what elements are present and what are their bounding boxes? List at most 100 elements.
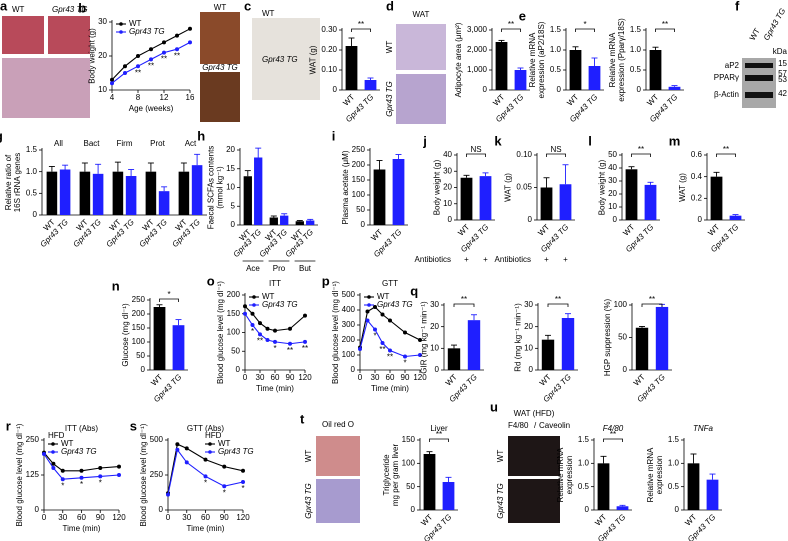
blot-band [745,75,773,81]
legend-marker [367,295,371,299]
point [175,33,179,38]
series-line [167,443,244,494]
y-tick-label: 0.10 [516,150,532,159]
point [222,484,227,489]
x-axis-label: Time (min) [187,524,225,533]
x-tick-label: 60 [201,513,210,522]
image-panel [200,72,240,122]
y-axis-label: Blood glucose level (mg dl⁻¹) [15,423,24,526]
point [184,460,189,465]
bar [373,169,386,225]
panel-letter: o [207,273,215,288]
point [149,47,153,52]
point [175,447,180,452]
point [380,312,385,317]
y-tick-label: 100 [342,350,356,359]
image-label: Gpr43 TG [496,483,505,519]
x-axis-label: Time (min) [256,384,294,393]
significance-label: NS [470,145,481,154]
y-tick-label: 200 [132,309,146,318]
y-axis-label: 16S rRNA genes [13,153,22,213]
y-tick-label: 0 [361,220,366,229]
legend-title: HFD [205,431,222,440]
x-tick-label: 0 [166,513,171,522]
y-tick-label: 0.30 [321,25,337,34]
y-tick-label: 0.2 [691,193,703,202]
point [117,464,121,469]
point [203,474,208,479]
bar [79,171,91,215]
image-label: WAT [413,10,430,19]
x-tick-label: 8 [136,93,141,102]
point [250,311,255,316]
bar [687,463,700,510]
y-tick-label: 0 [637,85,642,94]
significance-label: ** [461,295,467,304]
image-panel [48,16,90,54]
image-panel [316,436,360,476]
y-tick-label: 20 [226,145,235,154]
y-tick-label: 2,000 [467,45,488,54]
significance-bracket [603,438,623,442]
panel-letter: m [669,133,681,148]
y-axis-label: Faecal SCFAs contents [206,146,215,230]
y-tick-label: 50 [608,150,617,159]
y-tick-label: 10 [98,85,107,94]
y-axis-label: Triglyceride [382,454,391,496]
panel-letter: f [735,0,740,13]
y-tick-label: 10 [430,343,439,352]
point [51,466,56,470]
y-tick-label: 1.0 [26,167,38,176]
y-tick-label: 0 [675,505,680,514]
y-axis-label: Glucose (mg dl⁻¹) [121,303,130,367]
y-tick-label: 0 [585,505,590,514]
y-tick-label: 50 [406,482,415,491]
bar [178,171,190,215]
point [149,57,153,62]
y-tick-label: 250 [150,470,164,479]
y-tick-label: 125 [26,470,40,479]
significance-label: * [223,488,226,497]
legend-label: Gpr43 TG [377,300,413,309]
significance-bracket [575,28,595,32]
category-label: Bact [83,139,100,148]
chart-title: ITT (Abs) [65,424,99,433]
point [258,332,262,337]
y-axis-label: Blood glucose level (mg dl⁻¹) [139,423,148,526]
point [188,40,192,45]
y-tick-label: 1.0 [550,45,562,54]
significance-bracket [453,303,475,307]
x-tick-label: 90 [401,373,410,382]
x-tick-label: 60 [271,373,280,382]
chart-title: GTT (Abs) [187,424,225,433]
y-axis-label: Body weight (g) [87,28,96,84]
point [175,47,179,52]
y-tick-label: 1.0 [668,458,680,467]
significance-label: ** [135,68,141,77]
y-axis-label: expression [655,456,664,495]
y-tick-label: 200 [352,160,366,169]
y-tick-label: 0 [159,505,164,514]
y-tick-label: 50 [136,351,145,360]
y-tick-label: 0 [236,365,241,374]
point [243,311,247,316]
legend-title: HFD [48,431,65,440]
image-label: Gpr43 TG [262,55,298,64]
x-tick-label: 0 [42,513,47,522]
y-tick-label: 0.20 [321,45,337,54]
image-label: PPARγ [714,73,739,82]
y-tick-label: 0 [623,365,628,374]
y-axis-label: Body weight (g) [597,159,606,215]
category-label: Act [185,139,197,148]
point [60,477,65,482]
y-tick-label: 400 [342,305,356,314]
point [418,338,422,342]
y-tick-label: 1.0 [578,458,590,467]
bar [514,70,527,90]
y-tick-label: 100 [614,300,628,309]
image-label: WT [262,9,275,18]
x-tick-label: 0 [243,373,248,382]
x-tick-label: 120 [112,513,126,522]
bar [392,159,405,225]
